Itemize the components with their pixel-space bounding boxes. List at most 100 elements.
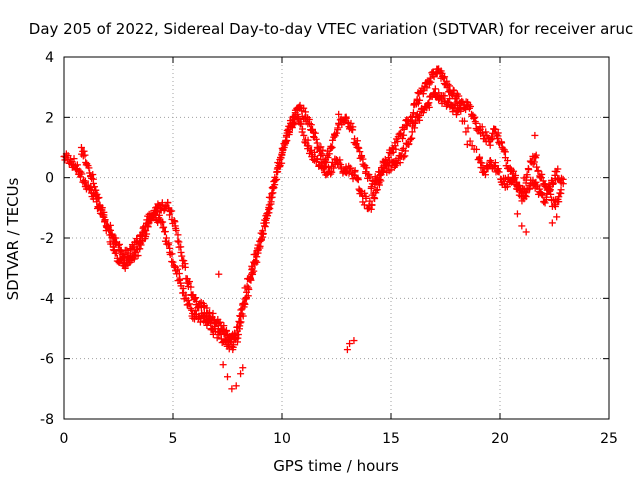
data-point-marker — [542, 193, 550, 201]
data-point-marker — [160, 223, 168, 231]
data-point-marker — [336, 156, 344, 164]
data-point-marker — [455, 92, 463, 100]
data-point-marker — [247, 276, 255, 284]
data-point-marker — [515, 182, 523, 190]
y-tick-label: 4 — [45, 50, 54, 66]
data-point-marker — [166, 211, 174, 219]
data-point-marker — [482, 128, 490, 136]
data-point-marker — [510, 176, 518, 184]
data-point-marker — [285, 128, 293, 136]
y-tick-label: -8 — [40, 412, 54, 428]
data-point-marker — [278, 151, 286, 159]
data-point-marker — [409, 109, 417, 117]
data-point-marker — [351, 168, 359, 176]
data-point-marker — [548, 219, 556, 227]
data-point-marker — [261, 223, 269, 231]
chart-title: Day 205 of 2022, Sidereal Day-to-day VTE… — [29, 20, 633, 38]
data-point-marker — [361, 189, 369, 197]
data-point-marker — [186, 300, 194, 308]
data-point-marker — [264, 212, 272, 220]
y-tick-label: 0 — [45, 171, 54, 187]
data-point-marker — [443, 77, 451, 85]
data-point-marker — [353, 137, 361, 145]
data-point-marker — [327, 142, 335, 150]
data-point-marker — [553, 213, 561, 221]
data-point-marker — [554, 165, 562, 173]
data-point-marker — [541, 180, 549, 188]
data-point-marker — [237, 370, 245, 378]
data-point-marker — [134, 240, 142, 248]
data-point-marker — [495, 168, 503, 176]
data-point-marker — [367, 205, 375, 213]
data-point-marker — [269, 185, 277, 193]
data-point-marker — [178, 252, 186, 260]
data-point-marker — [298, 125, 306, 133]
data-point-marker — [172, 226, 180, 234]
data-point-marker — [492, 125, 500, 133]
data-point-marker — [431, 85, 439, 93]
data-point-marker — [333, 129, 341, 137]
data-point-marker — [70, 155, 78, 163]
data-point-marker — [400, 153, 408, 161]
x-tick-label: 5 — [169, 431, 178, 447]
data-point-marker — [313, 155, 321, 163]
data-point-marker — [278, 159, 286, 167]
data-point-marker — [266, 205, 274, 213]
data-point-marker — [366, 197, 374, 205]
data-point-marker — [464, 124, 472, 132]
data-point-marker — [85, 185, 93, 193]
data-point-marker — [328, 168, 336, 176]
data-point-marker — [460, 117, 468, 125]
data-point-marker — [494, 165, 502, 173]
data-point-marker — [232, 382, 240, 390]
data-point-marker — [376, 171, 384, 179]
data-point-marker — [166, 244, 174, 252]
data-point-marker — [124, 249, 132, 257]
data-point-marker — [161, 228, 169, 236]
data-point-marker — [93, 198, 101, 206]
data-point-marker — [513, 210, 521, 218]
data-point-marker — [136, 245, 144, 253]
data-point-marker — [73, 161, 81, 169]
data-point-marker — [402, 147, 410, 155]
data-point-marker — [138, 231, 146, 239]
data-point-marker — [268, 193, 276, 201]
data-point-marker — [239, 312, 247, 320]
data-point-marker — [101, 216, 109, 224]
data-point-marker — [427, 78, 435, 86]
data-point-marker — [224, 373, 231, 381]
data-point-marker — [408, 134, 416, 142]
data-point-marker — [236, 319, 244, 327]
data-point-marker — [77, 144, 85, 151]
data-point-marker — [137, 232, 145, 240]
data-point-marker — [363, 164, 371, 172]
data-point-marker — [216, 318, 224, 326]
data-point-marker — [335, 110, 343, 118]
data-point-marker — [444, 80, 452, 88]
data-point-marker — [342, 113, 350, 121]
y-tick-label: -4 — [40, 291, 54, 307]
data-point-marker — [517, 185, 525, 193]
data-point-marker — [532, 154, 540, 162]
data-point-marker — [525, 166, 533, 174]
data-point-marker — [250, 267, 258, 275]
data-point-marker — [372, 187, 380, 195]
data-point-marker — [416, 96, 424, 104]
data-point-marker — [253, 258, 261, 266]
data-point-marker — [457, 107, 465, 115]
data-point-marker — [174, 265, 182, 273]
data-point-marker — [346, 340, 354, 348]
data-point-marker — [466, 102, 474, 110]
data-point-marker — [256, 242, 264, 250]
data-point-marker — [297, 120, 305, 128]
axis-ticks — [63, 56, 610, 420]
data-point-marker — [546, 186, 554, 194]
data-point-marker — [377, 177, 385, 185]
data-point-marker — [95, 194, 103, 202]
data-point-marker — [187, 283, 195, 291]
data-point-marker — [522, 228, 530, 236]
data-point-marker — [356, 148, 364, 156]
data-point-marker — [174, 231, 182, 239]
data-point-marker — [215, 270, 223, 278]
data-point-marker — [307, 121, 315, 129]
